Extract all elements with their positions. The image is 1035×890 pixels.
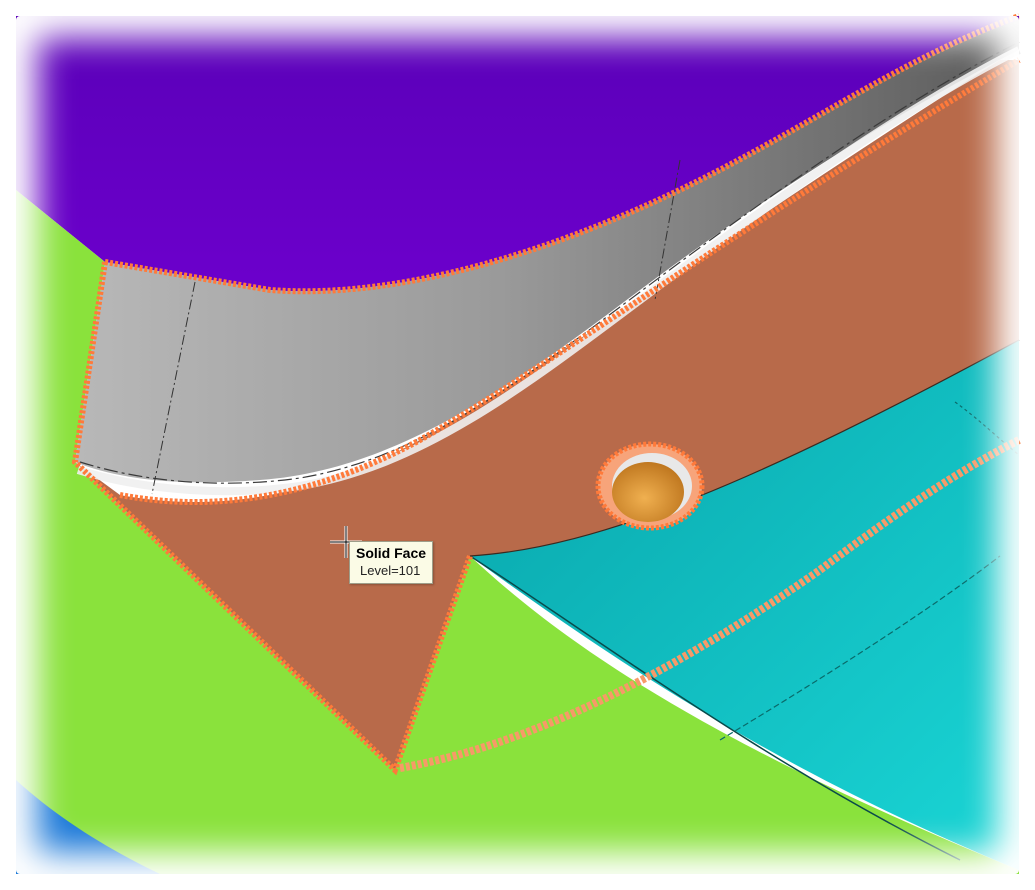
purple-surface[interactable] — [16, 16, 1019, 292]
hover-tooltip: Solid Face Level=101 — [349, 541, 434, 584]
cyan-surface[interactable] — [470, 340, 1019, 870]
blue-corner-surface — [16, 780, 160, 874]
gray-flange-surface[interactable] — [75, 20, 1019, 483]
tooltip-level: Level=101 — [360, 563, 421, 578]
hole-feature[interactable] — [595, 441, 705, 531]
green-surface[interactable] — [16, 190, 1019, 874]
selected-solid-face[interactable] — [75, 60, 1019, 770]
selection-highlight — [71, 13, 1021, 776]
tooltip-title: Solid Face — [356, 545, 427, 561]
